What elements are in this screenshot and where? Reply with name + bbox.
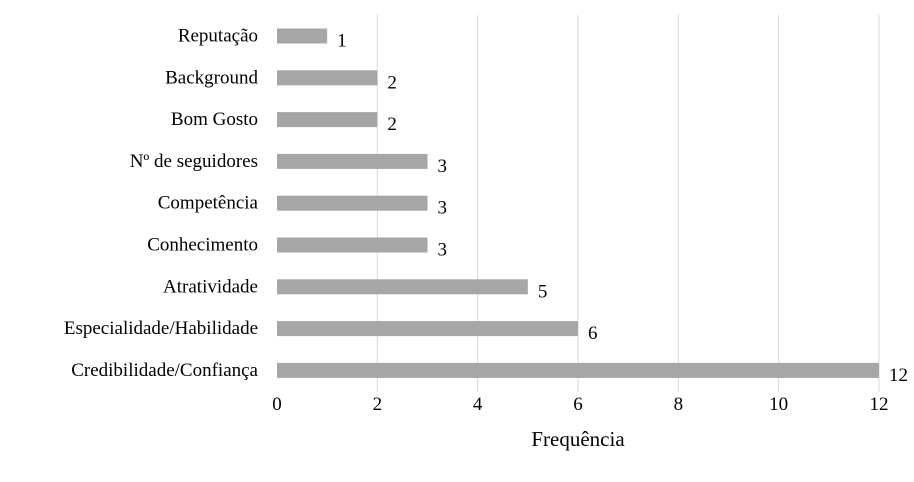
data-label: 12 xyxy=(889,365,908,386)
x-tick-labels: 0 2 4 6 8 10 12 xyxy=(272,394,888,415)
x-tick-label: 6 xyxy=(573,394,583,415)
bar xyxy=(277,112,378,128)
x-tick-label: 10 xyxy=(769,394,788,415)
bar xyxy=(277,279,528,295)
category-label: Atratividade xyxy=(163,276,258,297)
bar xyxy=(277,237,428,253)
x-tick-label: 2 xyxy=(373,394,383,415)
x-tick-label: 4 xyxy=(473,394,483,415)
category-label: Conhecimento xyxy=(147,235,258,256)
category-label: Competência xyxy=(158,193,259,214)
data-label: 2 xyxy=(387,72,397,93)
category-label: Background xyxy=(165,67,258,88)
x-tick-label: 8 xyxy=(674,394,684,415)
data-label: 3 xyxy=(438,198,448,219)
x-axis-title: Frequência xyxy=(531,427,625,451)
data-label: 1 xyxy=(337,31,347,52)
bar xyxy=(277,28,328,44)
category-label: Credibilidade/Confiança xyxy=(71,360,258,381)
bar xyxy=(277,362,879,378)
bars xyxy=(277,28,879,378)
category-label: Bom Gosto xyxy=(171,109,258,130)
data-label: 6 xyxy=(588,323,598,344)
bar xyxy=(277,195,428,211)
bar xyxy=(277,321,578,337)
category-label: Especialidade/Habilidade xyxy=(64,318,258,339)
category-label: Nº de seguidores xyxy=(130,151,258,172)
bar xyxy=(277,70,378,86)
bar xyxy=(277,153,428,169)
category-label: Reputação xyxy=(178,26,258,47)
data-label: 2 xyxy=(387,114,397,135)
category-labels: Reputação Background Bom Gosto Nº de seguid… xyxy=(64,26,259,381)
data-label: 5 xyxy=(538,281,548,302)
x-tick-label: 0 xyxy=(272,394,282,415)
data-label: 3 xyxy=(438,240,448,261)
x-tick-label: 12 xyxy=(870,394,889,415)
data-label: 3 xyxy=(438,156,448,177)
